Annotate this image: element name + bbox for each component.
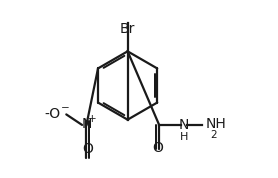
Text: 2: 2	[211, 130, 217, 140]
Text: -O: -O	[44, 107, 60, 121]
Text: N: N	[178, 118, 189, 132]
Text: O: O	[82, 142, 93, 156]
Text: O: O	[152, 141, 163, 155]
Text: +: +	[88, 114, 96, 124]
Text: Br: Br	[120, 22, 135, 36]
Text: N: N	[82, 117, 93, 131]
Text: −: −	[61, 103, 69, 113]
Text: H: H	[180, 132, 189, 142]
Text: NH: NH	[206, 117, 226, 131]
